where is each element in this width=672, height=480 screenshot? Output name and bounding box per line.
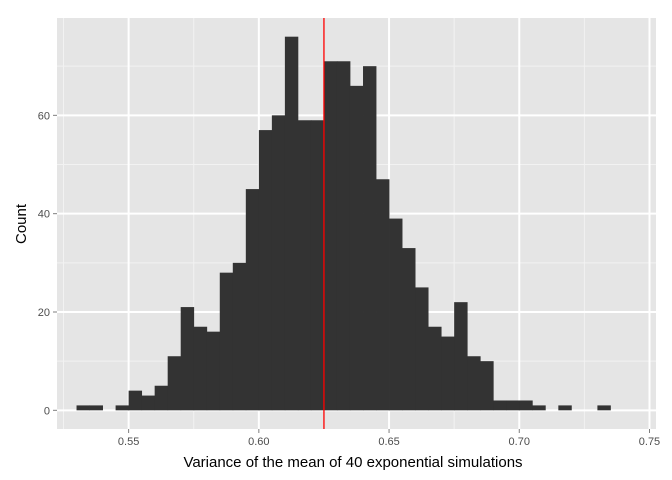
y-tick-label: 20	[38, 307, 50, 319]
histogram-bar	[428, 326, 442, 411]
histogram-bar	[180, 307, 195, 411]
histogram-bar	[558, 405, 572, 411]
x-axis-ticks: 0.55 0.60 0.65 0.70 0.75	[118, 429, 660, 448]
histogram-bar	[89, 405, 103, 411]
histogram-bar	[258, 130, 273, 411]
y-axis-ticks: 0 20 40 60	[38, 110, 57, 417]
histogram-bar	[284, 36, 299, 411]
histogram-bars	[76, 36, 611, 411]
histogram-bar	[493, 400, 507, 411]
histogram-bar	[245, 189, 260, 411]
histogram-bar	[193, 326, 208, 411]
x-tick-label: 0.55	[118, 436, 139, 448]
histogram-bar	[154, 385, 169, 411]
histogram-bar	[128, 390, 143, 411]
histogram-bar	[219, 272, 234, 411]
x-axis-title: Variance of the mean of 40 exponential s…	[183, 454, 522, 471]
y-axis-title: Count	[13, 203, 30, 244]
histogram-bar	[76, 405, 90, 411]
histogram-bar	[519, 400, 533, 411]
histogram-bar	[349, 85, 364, 411]
histogram-bar	[363, 66, 377, 411]
histogram-bar	[441, 336, 455, 411]
y-tick-label: 60	[38, 110, 50, 122]
histogram-bar	[376, 179, 390, 411]
histogram-bar	[597, 405, 611, 411]
histogram-bar	[115, 405, 130, 411]
histogram-bar	[310, 120, 325, 411]
histogram-bar	[506, 400, 520, 411]
y-tick-label: 0	[44, 405, 50, 417]
x-tick-label: 0.75	[639, 436, 660, 448]
histogram-bar	[271, 115, 286, 411]
histogram-bar	[297, 120, 312, 411]
histogram-bar	[454, 302, 468, 411]
histogram-bar	[415, 287, 429, 411]
histogram-bar	[402, 248, 416, 411]
x-tick-label: 0.60	[248, 436, 269, 448]
histogram-bar	[167, 356, 182, 411]
histogram-bar	[232, 262, 247, 411]
histogram-bar	[206, 331, 221, 411]
x-tick-label: 0.70	[509, 436, 530, 448]
histogram-bar	[141, 395, 156, 411]
histogram-bar	[480, 361, 494, 411]
y-tick-label: 40	[38, 209, 50, 221]
histogram-bar	[532, 405, 546, 411]
histogram-bar	[336, 61, 351, 411]
histogram-bar	[389, 218, 403, 411]
x-tick-label: 0.65	[378, 436, 399, 448]
histogram-bar	[467, 356, 481, 411]
histogram-bar	[323, 61, 338, 411]
